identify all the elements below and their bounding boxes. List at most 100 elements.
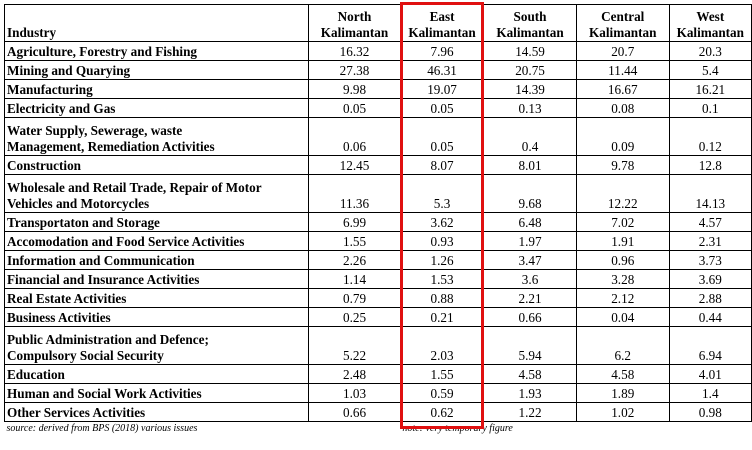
table-row: Agriculture, Forestry and Fishing 16.32 7.… [3,41,752,61]
table-row: Public Administration and Defence; Compul… [3,326,752,365]
value-cell-west: 4.01 [668,364,752,384]
value-cell-north: 6.99 [308,212,401,232]
value-cell-west: 0.1 [668,98,752,118]
value-cell-north: 9.98 [308,79,401,99]
value-cell-central: 7.02 [575,212,670,232]
value-cell-north: 2.26 [308,250,401,270]
industry-name-cell: Financial and Insurance Activities [3,269,310,289]
value-cell-central: 9.78 [575,155,670,175]
value-cell-east: 8.07 [399,155,485,175]
temporary-figure-note: note: very temporary figure [402,423,513,434]
value-cell-south: 1.22 [483,402,577,422]
value-cell-west: 5.4 [668,60,752,80]
industry-column-header: Industry [3,4,310,42]
table-body: Agriculture, Forestry and Fishing 16.32 7.… [3,41,752,422]
column-header-east: East Kalimantan [399,4,485,42]
value-cell-east: 19.07 [399,79,485,99]
value-cell-south: 2.21 [483,288,577,308]
value-cell-central: 2.12 [575,288,670,308]
column-header-west: West Kalimantan [668,4,752,42]
value-cell-east: 1.26 [399,250,485,270]
table-row: Other Services Activities 0.66 0.62 1.22 1.0… [3,402,752,422]
value-cell-central: 4.58 [575,364,670,384]
value-cell-west: 2.88 [668,288,752,308]
value-cell-west: 12.8 [668,155,752,175]
value-cell-east: 1.53 [399,269,485,289]
column-header-north: North Kalimantan [308,4,401,42]
value-cell-central: 6.2 [575,326,670,365]
value-cell-east: 1.55 [399,364,485,384]
value-cell-east: 7.96 [399,41,485,61]
value-cell-north: 0.79 [308,288,401,308]
table-row: Information and Communication 2.26 1.26 3.4… [3,250,752,270]
value-cell-east: 2.03 [399,326,485,365]
value-cell-south: 9.68 [483,174,577,213]
table-row: Wholesale and Retail Trade, Repair of Mo… [3,174,752,213]
value-cell-west: 4.57 [668,212,752,232]
industry-name-cell: Agriculture, Forestry and Fishing [3,41,310,61]
value-cell-south: 0.66 [483,307,577,327]
value-cell-east: 0.21 [399,307,485,327]
table-row: Electricity and Gas 0.05 0.05 0.13 0.08 0.1 [3,98,752,118]
industry-name-cell: Construction [3,155,310,175]
table-row: Business Activities 0.25 0.21 0.66 0.04 0.44 [3,307,752,327]
value-cell-west: 20.3 [668,41,752,61]
value-cell-east: 0.93 [399,231,485,251]
value-cell-central: 11.44 [575,60,670,80]
value-cell-south: 14.39 [483,79,577,99]
value-cell-north: 12.45 [308,155,401,175]
value-cell-central: 12.22 [575,174,670,213]
value-cell-central: 16.67 [575,79,670,99]
column-header-south: South Kalimantan [483,4,577,42]
table-header-row: Industry North Kalimantan East Kalimanta… [3,4,752,42]
industry-name-cell: Manufacturing [3,79,310,99]
value-cell-east: 0.05 [399,98,485,118]
value-cell-east: 0.05 [399,117,485,156]
table-row: Manufacturing 9.98 19.07 14.39 16.67 16.21 [3,79,752,99]
industry-name-cell: Mining and Quarying [3,60,310,80]
value-cell-east: 0.59 [399,383,485,403]
industry-share-table: Industry North Kalimantan East Kalimanta… [3,4,752,435]
industry-name-cell: Other Services Activities [3,402,310,422]
industry-name-cell: Human and Social Work Activities [3,383,310,403]
value-cell-east: 5.3 [399,174,485,213]
value-cell-central: 0.04 [575,307,670,327]
value-cell-south: 5.94 [483,326,577,365]
value-cell-south: 3.47 [483,250,577,270]
value-cell-west: 2.31 [668,231,752,251]
value-cell-east: 0.62 [399,402,485,422]
value-cell-north: 0.06 [308,117,401,156]
industry-name-cell: Business Activities [3,307,310,327]
table-row: Mining and Quarying 27.38 46.31 20.75 11.44 5… [3,60,752,80]
table-row: Transportaton and Storage 6.99 3.62 6.48 7.0… [3,212,752,232]
value-cell-central: 1.02 [575,402,670,422]
value-cell-east: 0.88 [399,288,485,308]
value-cell-north: 1.14 [308,269,401,289]
table-row: Water Supply, Sewerage, waste Management,… [3,117,752,156]
value-cell-north: 0.25 [308,307,401,327]
table-row: Accomodation and Food Service Activities… [3,231,752,251]
value-cell-south: 8.01 [483,155,577,175]
value-cell-west: 6.94 [668,326,752,365]
value-cell-west: 16.21 [668,79,752,99]
value-cell-north: 1.03 [308,383,401,403]
value-cell-north: 2.48 [308,364,401,384]
table-row: Construction 12.45 8.07 8.01 9.78 12.8 [3,155,752,175]
industry-name-cell: Information and Communication [3,250,310,270]
value-cell-central: 0.96 [575,250,670,270]
value-cell-central: 3.28 [575,269,670,289]
industry-name-cell: Transportaton and Storage [3,212,310,232]
value-cell-north: 0.66 [308,402,401,422]
value-cell-west: 0.98 [668,402,752,422]
value-cell-west: 3.73 [668,250,752,270]
value-cell-central: 0.08 [575,98,670,118]
value-cell-central: 1.91 [575,231,670,251]
value-cell-south: 4.58 [483,364,577,384]
value-cell-south: 0.13 [483,98,577,118]
industry-name-cell: Public Administration and Defence; Compul… [3,326,310,365]
value-cell-south: 3.6 [483,269,577,289]
value-cell-west: 14.13 [668,174,752,213]
industry-name-cell: Education [3,364,310,384]
value-cell-central: 1.89 [575,383,670,403]
table-row: Real Estate Activities 0.79 0.88 2.21 2.12 2.… [3,288,752,308]
